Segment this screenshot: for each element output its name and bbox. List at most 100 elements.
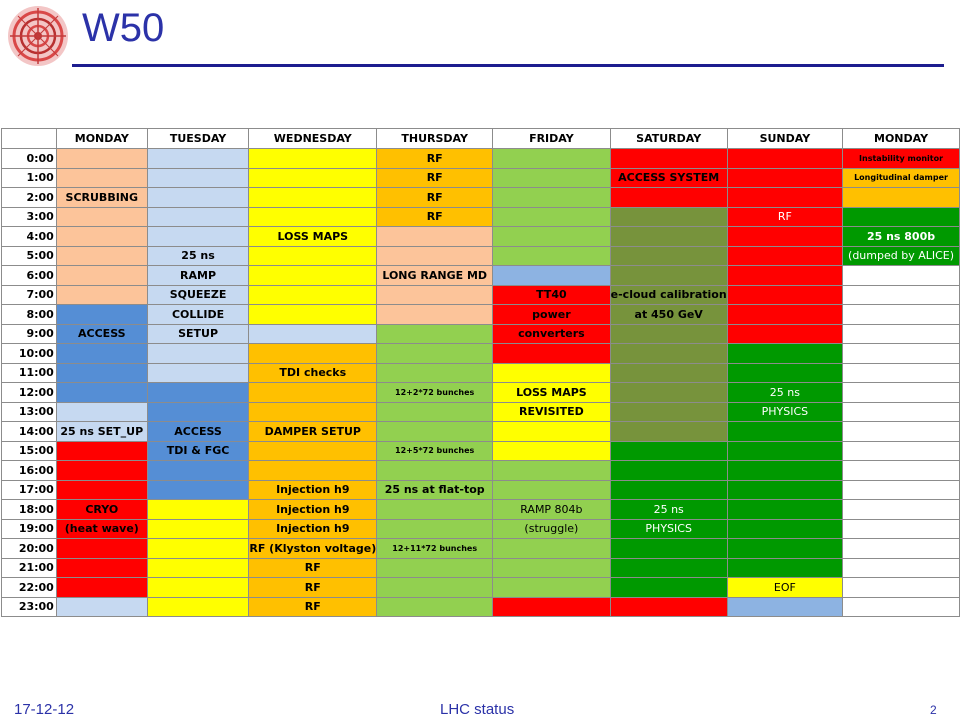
schedule-cell [609,226,728,247]
schedule-cell [146,226,250,247]
schedule-cell [726,596,844,617]
schedule-cell: TDI & FGC [146,440,250,461]
time-cell: 23:00 [1,596,57,617]
schedule-cell [492,206,611,227]
schedule-cell [248,187,378,208]
table-row: 0:00 RF Instability monitor [1,148,960,169]
schedule-cell: REVISITED [492,401,611,422]
schedule-cell [726,557,844,578]
schedule-cell: Injection h9 [248,479,378,500]
schedule-cell [376,323,494,344]
table-row: 1:00 RF ACCESS SYSTEM Longitudinal damper [1,167,960,188]
schedule-cell [492,557,611,578]
schedule-cell: RF [248,577,378,598]
schedule-cell [609,479,728,500]
footer-date: 17-12-12 [14,701,75,718]
schedule-cell [492,596,611,617]
schedule-cell [842,382,960,403]
schedule-cell [55,206,148,227]
time-cell: 14:00 [1,421,57,442]
schedule-cell [842,499,960,520]
schedule-cell [609,323,728,344]
schedule-cell [842,284,960,305]
table-row: 12:00 12+2*72 bunches LOSS MAPS 25 ns [1,382,960,403]
schedule-cell: converters [492,323,611,344]
table-row: 15:00 TDI & FGC 12+5*72 bunches [1,440,960,461]
day-header: SUNDAY [726,128,844,149]
schedule-cell [376,401,494,422]
schedule-cell [146,499,250,520]
schedule-cell [492,226,611,247]
page-number: 2 [930,703,937,717]
schedule-cell [248,167,378,188]
table-row: 4:00 LOSS MAPS 25 ns 800b [1,226,960,247]
schedule-cell [842,323,960,344]
schedule-cell: PHYSICS [726,401,844,422]
schedule-cell [726,284,844,305]
schedule-cell: RF [376,148,494,169]
schedule-cell: power [492,304,611,325]
schedule-cell: 25 ns 800b [842,226,960,247]
table-row: 18:00 CRYO Injection h9 RAMP 804b 25 ns [1,499,960,520]
schedule-cell [376,284,494,305]
schedule-cell [492,245,611,266]
schedule-cell [842,577,960,598]
schedule-cell [726,440,844,461]
footer-title: LHC status [440,701,515,718]
schedule-cell [609,538,728,559]
schedule-cell [492,148,611,169]
time-cell: 5:00 [1,245,57,266]
schedule-cell [248,206,378,227]
schedule-cell [842,479,960,500]
schedule-cell [492,343,611,364]
schedule-cell: PHYSICS [609,518,728,539]
schedule-cell [609,187,728,208]
page-title: W50 [82,6,165,50]
corner-cell [1,128,57,149]
time-cell: 15:00 [1,440,57,461]
time-cell: 17:00 [1,479,57,500]
schedule-cell: SQUEEZE [146,284,250,305]
schedule-cell: Injection h9 [248,518,378,539]
schedule-cell: SCRUBBING [55,187,148,208]
schedule-cell [492,460,611,481]
schedule-cell [55,343,148,364]
schedule-cell [146,460,250,481]
schedule-cell: RF (Klyston voltage) [248,538,378,559]
table-row: 22:00 RF EOF [1,577,960,598]
schedule-cell: LOSS MAPS [248,226,378,247]
table-row: 14:00 25 ns SET_UP ACCESS DAMPER SETUP [1,421,960,442]
schedule-cell [55,226,148,247]
schedule-cell [726,167,844,188]
time-cell: 3:00 [1,206,57,227]
schedule-cell [55,401,148,422]
schedule-cell [376,518,494,539]
schedule-cell [55,284,148,305]
schedule-cell [609,382,728,403]
schedule-cell [248,460,378,481]
lhc-logo [8,6,68,66]
time-cell: 19:00 [1,518,57,539]
schedule-cell: LONG RANGE MD [376,265,494,286]
schedule-cell [146,596,250,617]
schedule-cell [842,401,960,422]
schedule-cell [842,421,960,442]
schedule-cell [842,557,960,578]
schedule-cell [55,148,148,169]
schedule-cell: Injection h9 [248,499,378,520]
schedule-cell [726,538,844,559]
schedule-cell [55,265,148,286]
time-cell: 6:00 [1,265,57,286]
schedule-cell: 12+2*72 bunches [376,382,494,403]
schedule-cell [492,440,611,461]
schedule-cell [146,382,250,403]
schedule-cell [726,265,844,286]
schedule-cell [492,538,611,559]
schedule-cell [55,304,148,325]
schedule-cell [609,596,728,617]
schedule-cell [609,245,728,266]
schedule-cell [55,538,148,559]
schedule-cell [248,265,378,286]
schedule-table: MONDAY TUESDAY WEDNESDAY THURSDAY FRIDAY SATU… [1,128,960,617]
schedule-cell [146,343,250,364]
